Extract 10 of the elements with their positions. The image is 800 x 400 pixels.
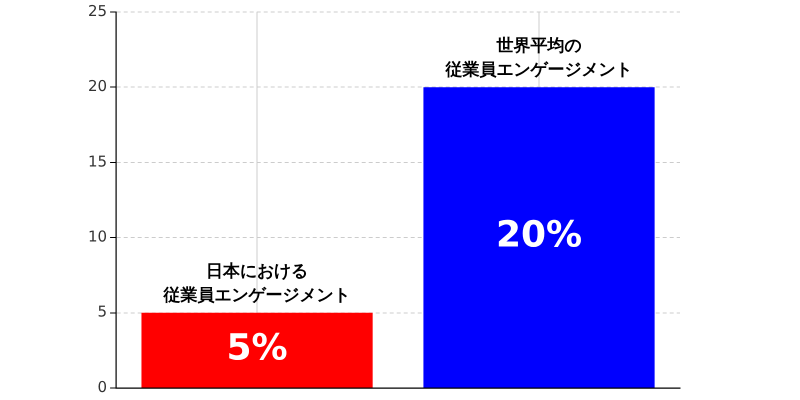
- y-tick-label: 10: [88, 227, 108, 246]
- y-tick-label: 5: [98, 302, 108, 321]
- y-tick-label: 15: [88, 152, 108, 170]
- y-tick-label: 0: [98, 378, 108, 396]
- y-tick-label: 20: [88, 77, 108, 96]
- x-tick-label: 日本における従業員エンゲージメント: [162, 262, 351, 306]
- y-tick-label: 25: [88, 2, 108, 20]
- data-label: 20%: [496, 214, 582, 256]
- data-label: 5%: [226, 328, 288, 369]
- x-tick-label: 世界平均の従業員エンゲージメント: [444, 36, 633, 80]
